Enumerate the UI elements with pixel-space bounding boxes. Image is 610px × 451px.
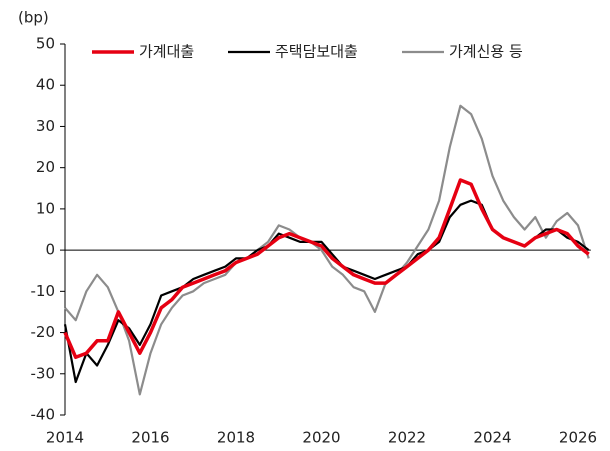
- x-tick-label: 2014: [46, 429, 84, 447]
- y-tick-label: -20: [31, 323, 56, 341]
- series-line: [63, 199, 590, 384]
- y-tick-label: 10: [36, 199, 55, 217]
- series-line: [64, 104, 590, 396]
- y-tick-label: 20: [36, 158, 55, 176]
- series-line: [63, 178, 590, 360]
- x-tick-label: 2026: [559, 429, 597, 447]
- legend-label: 주택담보대출: [275, 43, 358, 61]
- x-tick-label: 2022: [388, 429, 426, 447]
- x-tick-label: 2024: [473, 429, 511, 447]
- y-tick-label: -10: [31, 282, 56, 300]
- legend-label: 가계신용 등: [449, 43, 523, 61]
- legend-label: 가계대출: [139, 43, 194, 61]
- x-tick-label: 2018: [217, 429, 255, 447]
- y-tick-label: -30: [31, 364, 56, 382]
- y-tick-label: -40: [31, 406, 56, 424]
- y-tick-label: 50: [36, 35, 55, 53]
- y-tick-label: 40: [36, 76, 55, 94]
- y-tick-label: 0: [45, 241, 55, 259]
- y-unit-label: (bp): [18, 9, 49, 27]
- x-tick-label: 2016: [131, 429, 169, 447]
- y-tick-label: 30: [36, 117, 55, 135]
- x-tick-label: 2020: [302, 429, 340, 447]
